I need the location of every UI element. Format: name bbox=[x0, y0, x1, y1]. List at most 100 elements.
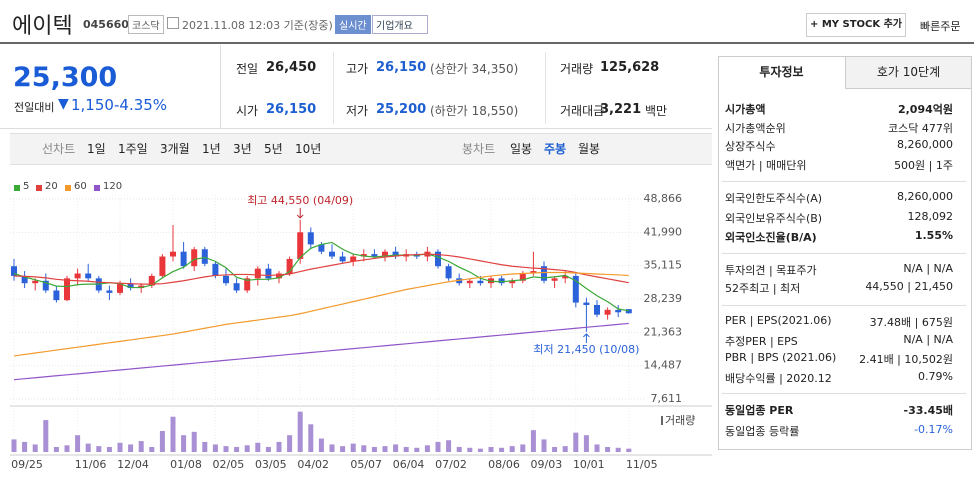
volume-bar bbox=[159, 431, 165, 452]
volume-bar bbox=[488, 446, 494, 452]
volume-bar bbox=[138, 441, 144, 452]
volume-bar bbox=[223, 446, 229, 452]
x-tick-label: 05/07 bbox=[350, 458, 382, 471]
period-group-label: 선차트 bbox=[42, 142, 76, 156]
volume-bar bbox=[541, 439, 547, 452]
divider bbox=[333, 52, 334, 124]
stat-label: 저가 bbox=[346, 104, 369, 118]
candle-body bbox=[148, 275, 155, 286]
candle-body bbox=[498, 278, 505, 284]
candle-body bbox=[53, 290, 60, 301]
candle-body bbox=[594, 305, 600, 315]
period-button[interactable]: 1일 bbox=[87, 142, 106, 156]
candle-body bbox=[127, 283, 134, 289]
chart: 48,866 41,990 35,115 28,239 21,363 14,487 7,61… bbox=[10, 192, 712, 471]
candle-body bbox=[392, 251, 399, 257]
candle-body bbox=[85, 273, 92, 279]
info-label: 추정PER | EPS bbox=[725, 334, 798, 348]
ma-line bbox=[13, 253, 629, 285]
candle-body bbox=[201, 249, 208, 264]
stat-label: 거래량 bbox=[560, 62, 594, 76]
info-label: 동일업종 등락률 bbox=[725, 425, 800, 438]
legend-label: 120 bbox=[103, 181, 123, 192]
info-label: 52주최고 | 최저 bbox=[725, 282, 801, 295]
period-bar bbox=[10, 133, 712, 165]
volume-bar bbox=[361, 445, 367, 452]
header-rule bbox=[0, 42, 974, 44]
info-value: 37.48배 | 675원 bbox=[869, 316, 953, 329]
period-group-label: 봉차트 bbox=[462, 142, 496, 156]
legend-label: 5 bbox=[23, 181, 30, 192]
volume-bar bbox=[583, 435, 589, 452]
period-button[interactable]: 3년 bbox=[233, 142, 252, 156]
candle-body bbox=[604, 309, 611, 315]
stat-label: 전일 bbox=[236, 62, 259, 76]
candle-body bbox=[223, 275, 229, 284]
period-button[interactable]: 5년 bbox=[264, 142, 283, 156]
volume-bar bbox=[329, 444, 335, 452]
candle-body bbox=[477, 280, 484, 284]
volume-bar bbox=[244, 445, 250, 452]
candle-body bbox=[286, 258, 293, 274]
y-tick-label: 28,239 bbox=[644, 292, 683, 305]
volume-bar bbox=[53, 446, 59, 452]
mystock-button[interactable]: + MY STOCK 추가 bbox=[806, 13, 906, 37]
candle-body bbox=[435, 251, 441, 267]
panel-divider bbox=[722, 253, 966, 254]
candle-body bbox=[329, 251, 335, 257]
quick-order[interactable]: 빠른주문 bbox=[920, 20, 961, 33]
volume-bar bbox=[265, 446, 271, 452]
volume-bar bbox=[424, 445, 430, 452]
candle-body bbox=[382, 251, 388, 257]
panel-tab[interactable]: 투자정보 bbox=[719, 57, 844, 88]
candle-body bbox=[244, 278, 251, 291]
volume-bar bbox=[297, 411, 303, 452]
candle-body bbox=[307, 232, 314, 245]
stock-code: 045660 bbox=[83, 18, 129, 31]
invest-panel bbox=[718, 56, 972, 450]
realtime-badge[interactable]: 실시간 bbox=[335, 15, 371, 34]
volume-bar bbox=[234, 446, 240, 452]
y-tick-label: 35,115 bbox=[644, 259, 683, 272]
x-tick-label: 04/02 bbox=[297, 458, 329, 471]
info-value: 0.79% bbox=[918, 369, 953, 383]
volume-bar bbox=[75, 435, 81, 452]
x-tick-label: 08/06 bbox=[488, 458, 520, 471]
stat-label: 거래대금 bbox=[560, 104, 605, 118]
candle-body bbox=[445, 266, 452, 279]
volume-bar bbox=[96, 446, 102, 452]
stat-extra: (상한가 34,350) bbox=[430, 62, 519, 76]
period-button[interactable]: 1년 bbox=[202, 142, 221, 156]
volume-bar bbox=[212, 444, 218, 452]
info-label: 동일업종 PER bbox=[725, 404, 794, 417]
volume-bar bbox=[520, 444, 526, 452]
volume-bar bbox=[308, 424, 314, 452]
volume-bar bbox=[170, 416, 176, 452]
volume-bar bbox=[202, 441, 208, 452]
info-value: 코스닥 477위 bbox=[888, 121, 953, 135]
candle-button[interactable]: 월봉 bbox=[578, 142, 601, 156]
panel-tab[interactable]: 호가 10단계 bbox=[845, 57, 971, 89]
period-button[interactable]: 10년 bbox=[295, 142, 322, 156]
candle-body bbox=[180, 251, 187, 267]
ma-line bbox=[13, 271, 629, 357]
period-button[interactable]: 1주일 bbox=[118, 142, 148, 156]
candle-button[interactable]: 일봉 bbox=[510, 142, 533, 156]
info-value: 8,260,000 bbox=[897, 138, 953, 151]
y-tick-label: 7,611 bbox=[651, 392, 683, 405]
candle-button[interactable]: 주봉 bbox=[544, 142, 567, 156]
x-tick-label: 11/05 bbox=[626, 458, 658, 471]
info-value: 128,092 bbox=[907, 209, 954, 223]
period-button[interactable]: 3개월 bbox=[160, 142, 190, 156]
x-tick-label: 02/05 bbox=[213, 458, 245, 471]
candle-body bbox=[191, 249, 198, 267]
stat-label: 고가 bbox=[346, 62, 369, 76]
x-tick-label: 09/25 bbox=[11, 458, 43, 471]
volume-bar bbox=[287, 435, 293, 452]
company-button[interactable]: 기업개요 bbox=[372, 15, 428, 34]
candle-body bbox=[11, 266, 17, 276]
candle-body bbox=[74, 273, 81, 279]
low-arrow bbox=[583, 333, 590, 343]
volume-bar bbox=[509, 446, 515, 452]
